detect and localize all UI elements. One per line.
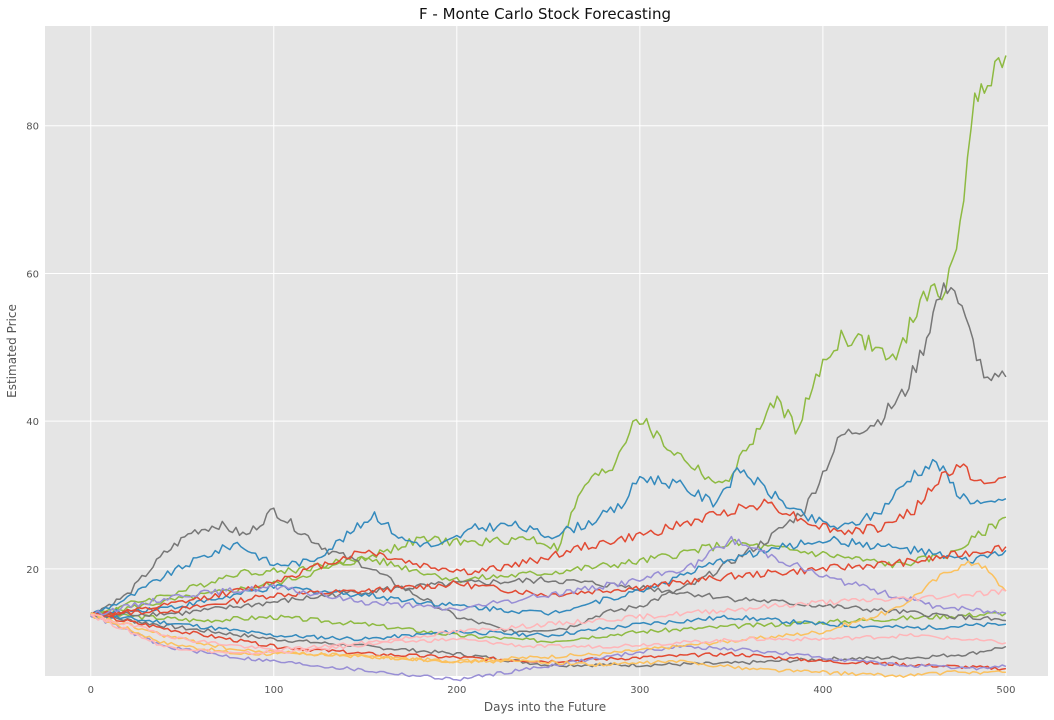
simulation-series-line (90, 282, 1007, 634)
simulation-series-line (90, 613, 1007, 671)
simulation-series-line (90, 535, 1007, 617)
simulation-series-line (90, 613, 1007, 668)
simulation-series-line (90, 616, 1007, 682)
simulation-series-line (90, 458, 1007, 617)
x-tick-label: 0 (88, 685, 94, 696)
x-tick-label: 500 (996, 685, 1015, 696)
grid-lines (45, 26, 1048, 676)
simulation-series-line (90, 516, 1007, 615)
watermark: CSDN @卖山楂啦prss (866, 691, 1041, 711)
y-tick-label: 60 (26, 269, 39, 280)
simulation-series-line (90, 612, 1007, 642)
axis-ticks: 0 100 200 300 400 500 20 40 60 80 (26, 122, 1015, 696)
simulation-series-line (90, 576, 1006, 622)
simulation-series-line (90, 55, 1007, 618)
plot-area (45, 26, 1048, 676)
simulation-series-line (90, 588, 1007, 652)
simulation-series-line (90, 614, 1007, 656)
simulation-series-line (90, 612, 1006, 678)
x-tick-label: 100 (264, 685, 283, 696)
simulation-series-line (90, 560, 1007, 664)
x-tick-label: 200 (447, 685, 466, 696)
y-tick-label: 40 (26, 417, 39, 428)
y-axis-label: Estimated Price (5, 304, 19, 398)
x-tick-label: 300 (630, 685, 649, 696)
y-tick-label: 20 (26, 565, 39, 576)
x-tick-label: 400 (813, 685, 832, 696)
y-tick-label: 80 (26, 122, 39, 133)
series-lines (90, 55, 1007, 682)
chart-title: F - Monte Carlo Stock Forecasting (419, 5, 671, 23)
x-axis-label: Days into the Future (484, 700, 606, 714)
